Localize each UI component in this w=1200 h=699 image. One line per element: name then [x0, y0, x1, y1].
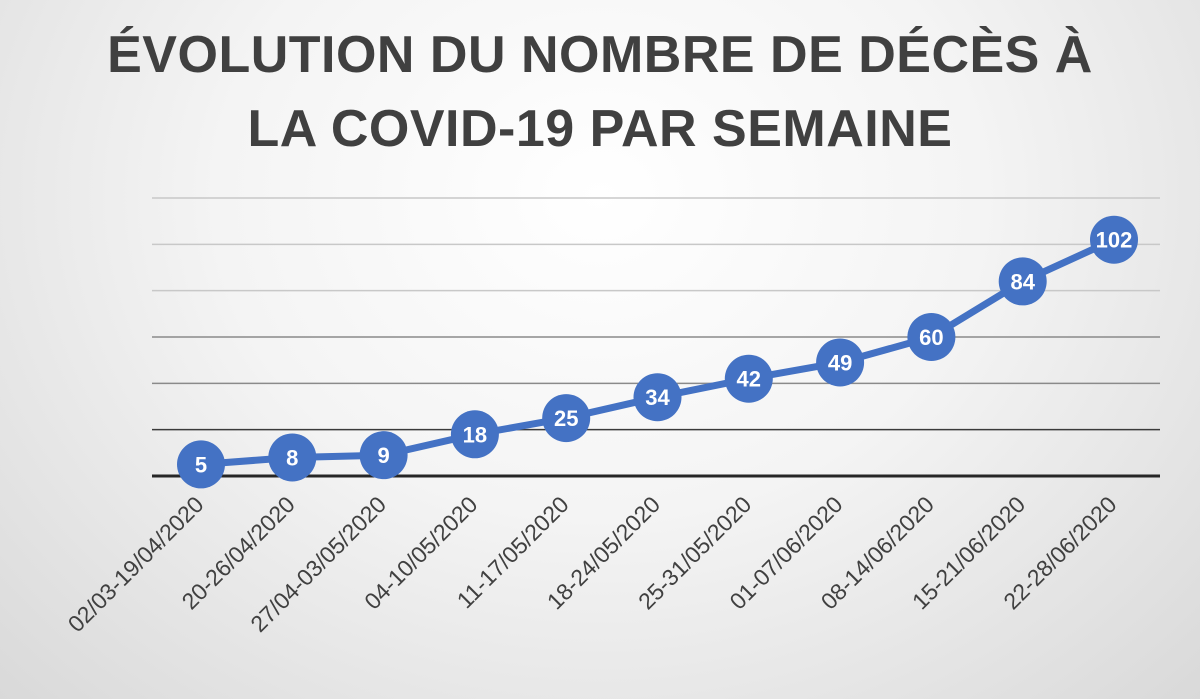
- data-label: 18: [463, 422, 487, 447]
- chart-title-line-1: ÉVOLUTION DU NOMBRE DE DÉCÈS À: [107, 26, 1093, 84]
- data-label: 42: [737, 367, 761, 392]
- data-point: [450, 410, 499, 459]
- series-line-path: [197, 236, 1118, 468]
- data-label: 49: [828, 350, 852, 375]
- data-point: [268, 433, 317, 482]
- chart-title-line-2: LA COVID-19 PAR SEMAINE: [248, 100, 953, 158]
- data-point: [816, 338, 865, 387]
- series-line: [197, 236, 1118, 468]
- data-label: 8: [286, 445, 298, 470]
- data-point: [1090, 215, 1138, 264]
- data-point: [633, 373, 682, 422]
- x-tick-label: 02/03-19/04/2020: [63, 491, 209, 637]
- data-point: [359, 431, 408, 480]
- x-axis-tick-labels: 02/03-19/04/202020-26/04/202027/04-03/05…: [63, 491, 1122, 637]
- data-point: [998, 257, 1047, 306]
- data-point: [177, 440, 225, 489]
- data-label: 25: [554, 406, 578, 431]
- data-label: 60: [919, 325, 943, 350]
- gridlines: [152, 197, 1160, 478]
- data-label: 5: [195, 452, 207, 477]
- data-label: 84: [1010, 269, 1035, 294]
- data-label: 102: [1096, 228, 1133, 253]
- data-markers: 5 8 9 18 25 34 42 49 60 84 102: [177, 215, 1138, 489]
- data-point: [542, 394, 591, 443]
- data-label: 9: [377, 443, 389, 468]
- data-label: 34: [645, 385, 670, 410]
- data-point: [724, 354, 773, 403]
- data-point: [907, 313, 956, 361]
